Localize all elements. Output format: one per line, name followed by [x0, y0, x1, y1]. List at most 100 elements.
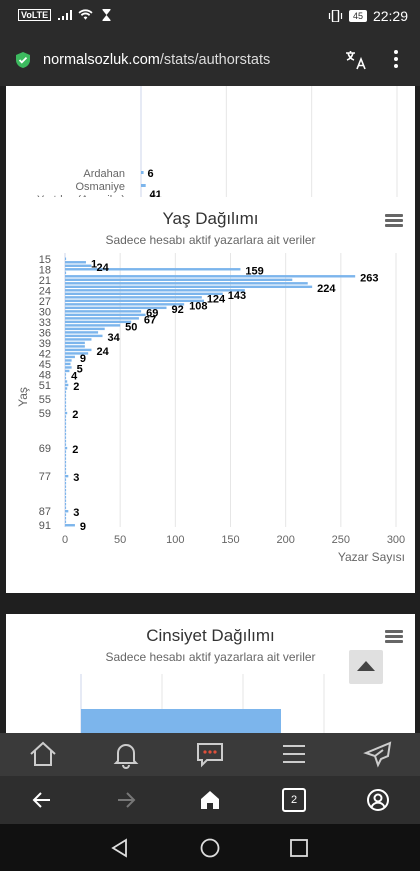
age-bar[interactable]: [65, 303, 185, 306]
age-bar[interactable]: [65, 383, 69, 387]
url-text[interactable]: normalsozluk.com/stats/authorstats: [43, 52, 270, 68]
age-bar[interactable]: [65, 268, 241, 271]
age-bar[interactable]: [65, 317, 139, 320]
age-bar[interactable]: [65, 257, 67, 260]
plane-icon[interactable]: [363, 739, 393, 769]
age-bar[interactable]: [65, 355, 75, 359]
scroll-to-top-button[interactable]: [349, 650, 383, 684]
age-bar[interactable]: [65, 373, 67, 376]
age-bar[interactable]: [65, 296, 202, 299]
address-bar[interactable]: normalsozluk.com/stats/authorstats: [0, 33, 420, 86]
age-bar[interactable]: [65, 310, 142, 313]
profile-icon[interactable]: [366, 788, 390, 812]
age-bar[interactable]: [65, 506, 67, 509]
age-bar[interactable]: [65, 510, 69, 513]
age-bar[interactable]: [65, 401, 67, 404]
overflow-menu-icon[interactable]: [392, 49, 400, 69]
chart-menu-button[interactable]: [385, 214, 403, 228]
messages-icon[interactable]: [195, 739, 225, 769]
age-bar[interactable]: [65, 278, 293, 281]
age-bar[interactable]: [65, 394, 67, 397]
age-bar[interactable]: [65, 261, 86, 264]
age-bar[interactable]: [65, 390, 67, 394]
tabs-icon[interactable]: 2: [282, 788, 306, 812]
age-bar[interactable]: [65, 387, 68, 390]
age-bar[interactable]: [65, 450, 67, 453]
age-bar[interactable]: [65, 275, 356, 278]
age-bar[interactable]: [65, 415, 67, 418]
android-recents-icon[interactable]: [288, 837, 310, 859]
age-bar[interactable]: [65, 425, 67, 429]
age-bar[interactable]: [65, 481, 67, 485]
age-bar[interactable]: [65, 397, 67, 401]
age-bar[interactable]: [65, 517, 67, 520]
age-bar[interactable]: [65, 282, 308, 285]
age-bar[interactable]: [65, 443, 67, 446]
age-bar[interactable]: [65, 331, 99, 334]
age-bar[interactable]: [65, 492, 67, 495]
age-bar[interactable]: [65, 478, 67, 481]
age-bar[interactable]: [65, 264, 92, 267]
age-bar[interactable]: [65, 520, 67, 523]
translate-icon[interactable]: [344, 48, 368, 72]
age-bar[interactable]: [65, 404, 67, 408]
android-home-icon[interactable]: [199, 837, 221, 859]
age-bar[interactable]: [65, 348, 92, 352]
age-bar[interactable]: [65, 366, 72, 369]
age-bar[interactable]: [65, 495, 67, 499]
age-bar[interactable]: [65, 474, 69, 478]
age-bar[interactable]: [65, 338, 92, 341]
age-bar[interactable]: [65, 299, 205, 303]
age-bar[interactable]: [65, 485, 67, 488]
age-bar[interactable]: [65, 524, 75, 527]
age-bar[interactable]: [65, 453, 67, 457]
age-bar[interactable]: [65, 292, 223, 296]
android-back-icon[interactable]: [109, 837, 131, 859]
age-bar[interactable]: [65, 464, 67, 467]
age-bar[interactable]: [65, 439, 67, 443]
age-bar[interactable]: [65, 341, 85, 345]
age-bar[interactable]: [65, 411, 68, 415]
back-icon[interactable]: [30, 788, 54, 812]
age-bar[interactable]: [65, 327, 105, 331]
age-bar[interactable]: [65, 471, 67, 474]
age-bar[interactable]: [65, 513, 67, 516]
browser-home-icon[interactable]: [198, 788, 222, 812]
age-bar[interactable]: [65, 429, 67, 432]
region-bar[interactable]: [141, 171, 144, 174]
age-bar[interactable]: [65, 503, 67, 506]
bell-icon[interactable]: [111, 739, 141, 769]
age-bar[interactable]: [65, 271, 67, 274]
menu-icon[interactable]: [279, 739, 309, 769]
age-bar[interactable]: [65, 313, 146, 317]
home-icon[interactable]: [28, 739, 58, 769]
age-bar[interactable]: [65, 436, 67, 439]
age-bar[interactable]: [65, 432, 67, 436]
age-bar[interactable]: [65, 306, 167, 310]
age-bar[interactable]: [65, 446, 68, 450]
age-bar[interactable]: [65, 488, 67, 492]
age-bar[interactable]: [65, 289, 245, 292]
age-bar[interactable]: [65, 362, 71, 366]
gender-chart-menu-button[interactable]: [385, 630, 403, 644]
secure-shield-icon[interactable]: [15, 52, 31, 68]
age-bar[interactable]: [65, 418, 67, 422]
age-bar[interactable]: [65, 369, 70, 373]
web-content[interactable]: ArdahanOsmaniyeYurtdışı (Amerika)6114102…: [0, 86, 420, 733]
forward-icon[interactable]: [114, 788, 138, 812]
age-bar[interactable]: [65, 499, 67, 502]
age-bar[interactable]: [65, 285, 313, 289]
age-bar[interactable]: [65, 467, 67, 471]
age-bar[interactable]: [65, 334, 103, 338]
age-bar[interactable]: [65, 320, 132, 324]
age-bar[interactable]: [65, 460, 67, 464]
age-bar[interactable]: [65, 376, 67, 380]
age-bar[interactable]: [65, 352, 89, 355]
age-bar[interactable]: [65, 408, 67, 411]
age-bar[interactable]: [65, 324, 121, 327]
region-bar[interactable]: [141, 184, 146, 187]
age-bar[interactable]: [65, 359, 72, 362]
age-bar[interactable]: [65, 380, 68, 383]
age-bar[interactable]: [65, 345, 85, 348]
age-bar[interactable]: [65, 457, 67, 460]
